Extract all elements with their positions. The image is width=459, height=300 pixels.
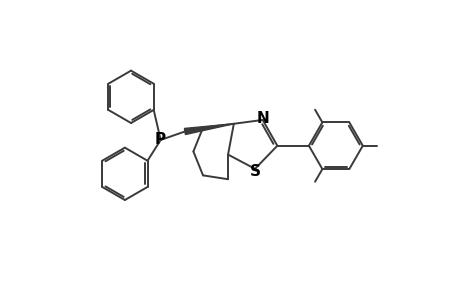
Text: P: P — [155, 133, 166, 148]
Polygon shape — [184, 124, 233, 134]
Text: N: N — [257, 110, 269, 125]
Text: S: S — [249, 164, 260, 179]
